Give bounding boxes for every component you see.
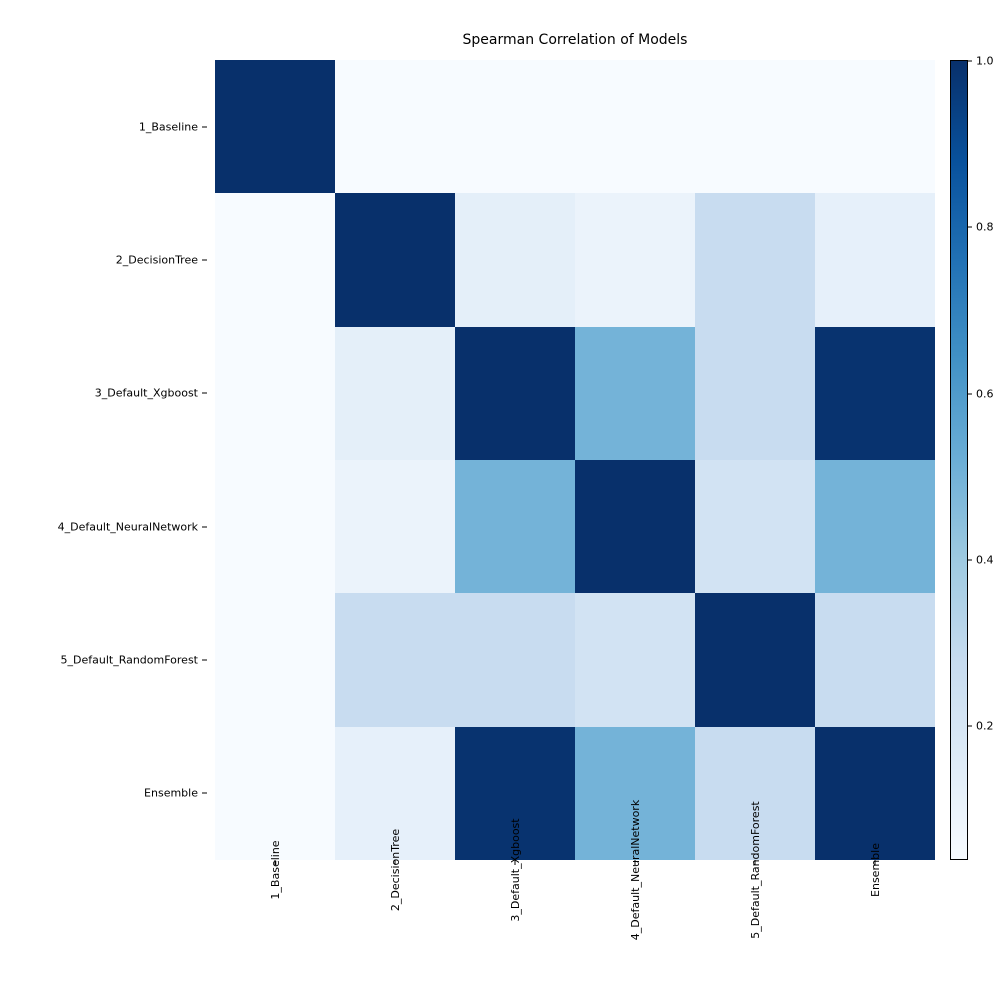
xtick-label: 5_Default_RandomForest (755, 860, 756, 865)
heatmap-cell (215, 593, 335, 726)
heatmap-cell (335, 460, 455, 593)
heatmap-cell (335, 60, 455, 193)
heatmap-cell (575, 460, 695, 593)
heatmap-cell (455, 593, 575, 726)
chart-title: Spearman Correlation of Models (215, 32, 935, 48)
heatmap-axes: 1_Baseline2_DecisionTree3_Default_Xgboos… (215, 60, 935, 860)
heatmap-cell (575, 193, 695, 326)
heatmap-cell (815, 327, 935, 460)
heatmap-cell (215, 193, 335, 326)
heatmap-cell (215, 460, 335, 593)
ytick-label: Ensemble (144, 787, 215, 800)
heatmap-cell (815, 460, 935, 593)
colorbar-tick: 1.0 (967, 55, 994, 68)
colorbar-gradient (951, 61, 967, 859)
heatmap-cell (455, 460, 575, 593)
heatmap-cell (815, 727, 935, 860)
heatmap-cell (455, 193, 575, 326)
heatmap-cell (815, 60, 935, 193)
xtick-label: 4_Default_NeuralNetwork (635, 860, 636, 865)
colorbar-tick: 0.2 (967, 720, 994, 733)
ytick-label: 4_Default_NeuralNetwork (58, 520, 215, 533)
heatmap-cell (695, 60, 815, 193)
heatmap-cell (335, 327, 455, 460)
heatmap-cell (695, 460, 815, 593)
heatmap-cell (455, 327, 575, 460)
colorbar-tick: 0.4 (967, 553, 994, 566)
ytick-label: 5_Default_RandomForest (61, 654, 216, 667)
heatmap-grid (215, 60, 935, 860)
ytick-label: 3_Default_Xgboost (95, 387, 215, 400)
xtick-label: 3_Default_Xgboost (515, 860, 516, 865)
heatmap-cell (575, 593, 695, 726)
colorbar: 0.20.40.60.81.0 (950, 60, 968, 860)
ytick-label: 1_Baseline (139, 120, 215, 133)
heatmap-cell (335, 593, 455, 726)
xtick-label: 1_Baseline (275, 860, 276, 865)
heatmap-cell (575, 60, 695, 193)
xtick-label: 2_DecisionTree (395, 860, 396, 865)
heatmap-cell (215, 60, 335, 193)
heatmap-cell (815, 593, 935, 726)
ytick-label: 2_DecisionTree (116, 254, 215, 267)
colorbar-tick: 0.8 (967, 221, 994, 234)
heatmap-cell (575, 327, 695, 460)
xtick-label: Ensemble (875, 860, 876, 865)
heatmap-cell (215, 327, 335, 460)
heatmap-cell (695, 593, 815, 726)
heatmap-cell (695, 193, 815, 326)
heatmap-cell (455, 60, 575, 193)
colorbar-tick: 0.6 (967, 387, 994, 400)
heatmap-cell (695, 327, 815, 460)
heatmap-cell (815, 193, 935, 326)
heatmap-cell (335, 193, 455, 326)
